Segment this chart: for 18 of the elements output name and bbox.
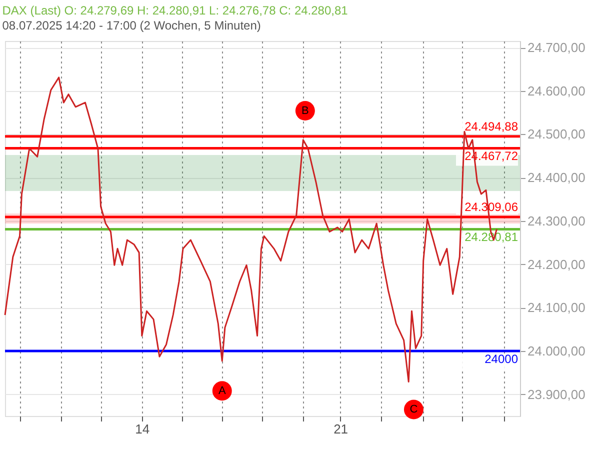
y-tick-label: 24.200,00 — [528, 256, 586, 272]
x-tick-label: 21 — [334, 422, 348, 436]
y-tick-label: 24.500,00 — [528, 126, 586, 142]
y-tick-label: 24.700,00 — [528, 40, 586, 56]
chart-title: DAX (Last) O: 24.279,69 H: 24.280,91 L: 24.276,78 C: 24.280,81 — [2, 3, 348, 18]
y-tick-label: 24.000,00 — [528, 343, 586, 358]
y-tick-label: 23.900,00 — [528, 386, 586, 402]
chart-subtitle: 08.07.2025 14:20 - 17:00 (2 Wochen, 5 Minuten) — [2, 18, 261, 32]
y-tick-label: 24.400,00 — [528, 170, 586, 186]
ref-line-label: 24.494,88 — [464, 119, 518, 134]
annotation: C — [410, 403, 418, 416]
x-tick-label: 14 — [135, 422, 150, 436]
annotation: A — [218, 384, 226, 397]
annotation: B — [301, 104, 309, 117]
y-tick-label: 24.300,00 — [528, 213, 586, 228]
ref-line-label: 24000 — [484, 352, 518, 366]
y-tick-label: 24.600,00 — [528, 83, 586, 98]
y-tick-label: 24.100,00 — [528, 300, 586, 316]
